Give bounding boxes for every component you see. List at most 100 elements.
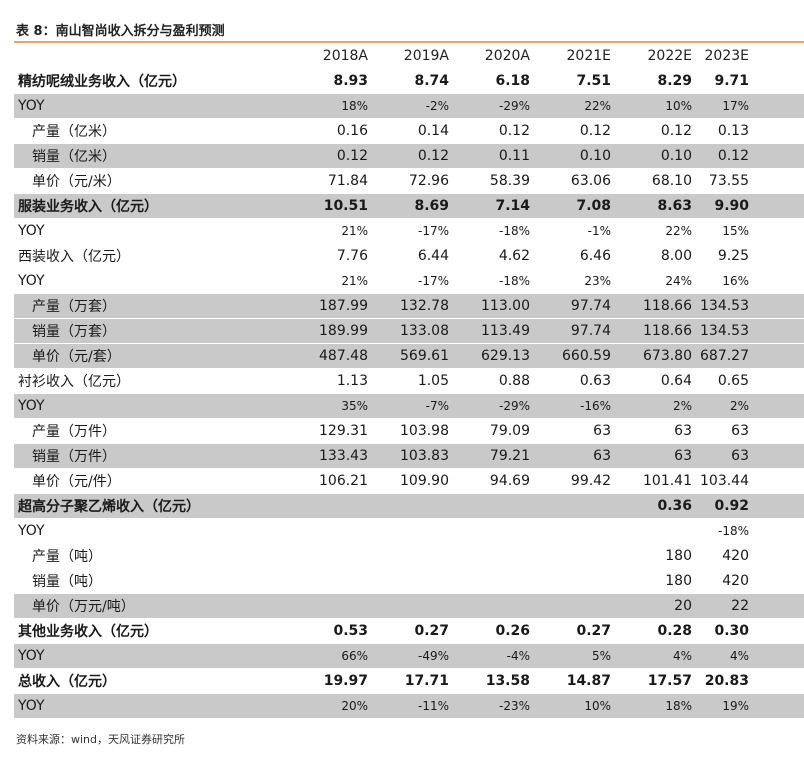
- column-header: 2023E: [699, 43, 804, 69]
- table-cell: -29%: [456, 93, 537, 119]
- row-label: 产量（亿米）: [14, 118, 294, 144]
- table-cell: 0.12: [456, 118, 537, 144]
- table-cell: 19.97: [294, 668, 375, 694]
- row-label: 销量（万件）: [14, 443, 294, 469]
- table-cell: 7.76: [294, 243, 375, 269]
- table-cell: 9.71: [699, 68, 804, 94]
- table-row: 总收入（亿元） 19.97 17.71 13.58 14.87 17.57 20.83: [14, 668, 804, 694]
- table-cell: 9.25: [699, 243, 804, 269]
- table-cell: 0.10: [537, 143, 618, 169]
- table-cell: 22: [699, 593, 804, 619]
- table-cell: 63.06: [537, 168, 618, 194]
- table-cell: [375, 493, 456, 519]
- cell-value: 22: [731, 598, 749, 614]
- row-label: 单价（元/件）: [14, 468, 294, 494]
- table-cell: 17.57: [618, 668, 699, 694]
- column-header: 2019A: [375, 43, 456, 69]
- table-cell: 35%: [294, 393, 375, 419]
- table-cell: 63: [618, 443, 699, 469]
- table-cell: 8.29: [618, 68, 699, 94]
- table-cell: 19%: [699, 693, 804, 719]
- cell-value: 0.12: [717, 148, 749, 164]
- column-header-text: 2023E: [704, 47, 749, 64]
- table-row: YOY 18% -2% -29% 22% 10% 17%: [14, 93, 804, 119]
- table-cell: 17.71: [375, 668, 456, 694]
- table-cell: 18%: [618, 693, 699, 719]
- cell-value: 20.83: [704, 673, 749, 689]
- table-cell: [294, 568, 375, 594]
- table-cell: 189.99: [294, 318, 375, 344]
- cell-value: 134.53: [700, 323, 749, 339]
- table-cell: 8.00: [618, 243, 699, 269]
- table-cell: 673.80: [618, 343, 699, 369]
- table-cell: -7%: [375, 393, 456, 419]
- table-row: 销量（亿米） 0.12 0.12 0.11 0.10 0.10 0.12: [14, 143, 804, 169]
- cell-value: 0.92: [714, 498, 749, 514]
- table-row: YOY 66% -49% -4% 5% 4% 4%: [14, 643, 804, 669]
- table-cell: 420: [699, 568, 804, 594]
- table-cell: 118.66: [618, 293, 699, 319]
- table-cell: 0.11: [456, 143, 537, 169]
- table-cell: 4%: [699, 643, 804, 669]
- row-label: YOY: [14, 643, 294, 669]
- column-header: 2022E: [618, 43, 699, 69]
- table-cell: 0.63: [537, 368, 618, 394]
- table-cell: 2%: [699, 393, 804, 419]
- row-label: 销量（吨）: [14, 568, 294, 594]
- table-cell: 629.13: [456, 343, 537, 369]
- table-cell: 0.16: [294, 118, 375, 144]
- table-cell: 8.69: [375, 193, 456, 219]
- table-cell: 487.48: [294, 343, 375, 369]
- table-row: 西装收入（亿元） 7.76 6.44 4.62 6.46 8.00 9.25: [14, 243, 804, 269]
- table-row: 销量（万件） 133.43 103.83 79.21 63 63 63: [14, 443, 804, 469]
- table-cell: 103.44: [699, 468, 804, 494]
- table-cell: 16%: [699, 268, 804, 294]
- table-cell: 101.41: [618, 468, 699, 494]
- table-cell: 97.74: [537, 318, 618, 344]
- row-label: 服装业务收入（亿元）: [14, 193, 294, 219]
- table-cell: 6.18: [456, 68, 537, 94]
- table-cell: 103.83: [375, 443, 456, 469]
- table-cell: [456, 518, 537, 544]
- table-cell: 7.51: [537, 68, 618, 94]
- cell-value: 687.27: [700, 348, 749, 364]
- row-label: YOY: [14, 93, 294, 119]
- table-cell: -1%: [537, 218, 618, 244]
- cell-value: 103.44: [700, 473, 749, 489]
- table-row: 产量（吨） 180 420: [14, 543, 804, 569]
- table-cell: [537, 593, 618, 619]
- table-cell: 0.14: [375, 118, 456, 144]
- table-cell: [537, 493, 618, 519]
- table-cell: 1.13: [294, 368, 375, 394]
- table-cell: 132.78: [375, 293, 456, 319]
- cell-value: 4%: [729, 649, 749, 663]
- table-cell: 63: [618, 418, 699, 444]
- table-cell: 15%: [699, 218, 804, 244]
- table-cell: [375, 518, 456, 544]
- table-cell: 9.90: [699, 193, 804, 219]
- cell-value: 134.53: [700, 298, 749, 314]
- table-cell: 2%: [618, 393, 699, 419]
- table-row: 其他业务收入（亿元） 0.53 0.27 0.26 0.27 0.28 0.30: [14, 618, 804, 644]
- table-cell: 72.96: [375, 168, 456, 194]
- row-label: 销量（亿米）: [14, 143, 294, 169]
- table-row: YOY 20% -11% -23% 10% 18% 19%: [14, 693, 804, 719]
- table-cell: 180: [618, 568, 699, 594]
- row-label: 总收入（亿元）: [14, 668, 294, 694]
- table-cell: 0.30: [699, 618, 804, 644]
- table-cell: [456, 593, 537, 619]
- table-row: YOY 21% -17% -18% 23% 24% 16%: [14, 268, 804, 294]
- table-row: 单价（万元/吨） 20 22: [14, 593, 804, 619]
- column-header: 2018A: [294, 43, 375, 69]
- table-cell: 63: [537, 418, 618, 444]
- row-label: 单价（元/米）: [14, 168, 294, 194]
- table-cell: 687.27: [699, 343, 804, 369]
- cell-value: 2%: [729, 399, 749, 413]
- table-cell: 66%: [294, 643, 375, 669]
- cell-value: 15%: [722, 224, 749, 238]
- table-cell: 0.27: [375, 618, 456, 644]
- table-row: YOY 21% -17% -18% -1% 22% 15%: [14, 218, 804, 244]
- table-cell: 106.21: [294, 468, 375, 494]
- table-row: 单价（元/套） 487.48 569.61 629.13 660.59 673.80 687…: [14, 343, 804, 369]
- table-cell: -18%: [456, 268, 537, 294]
